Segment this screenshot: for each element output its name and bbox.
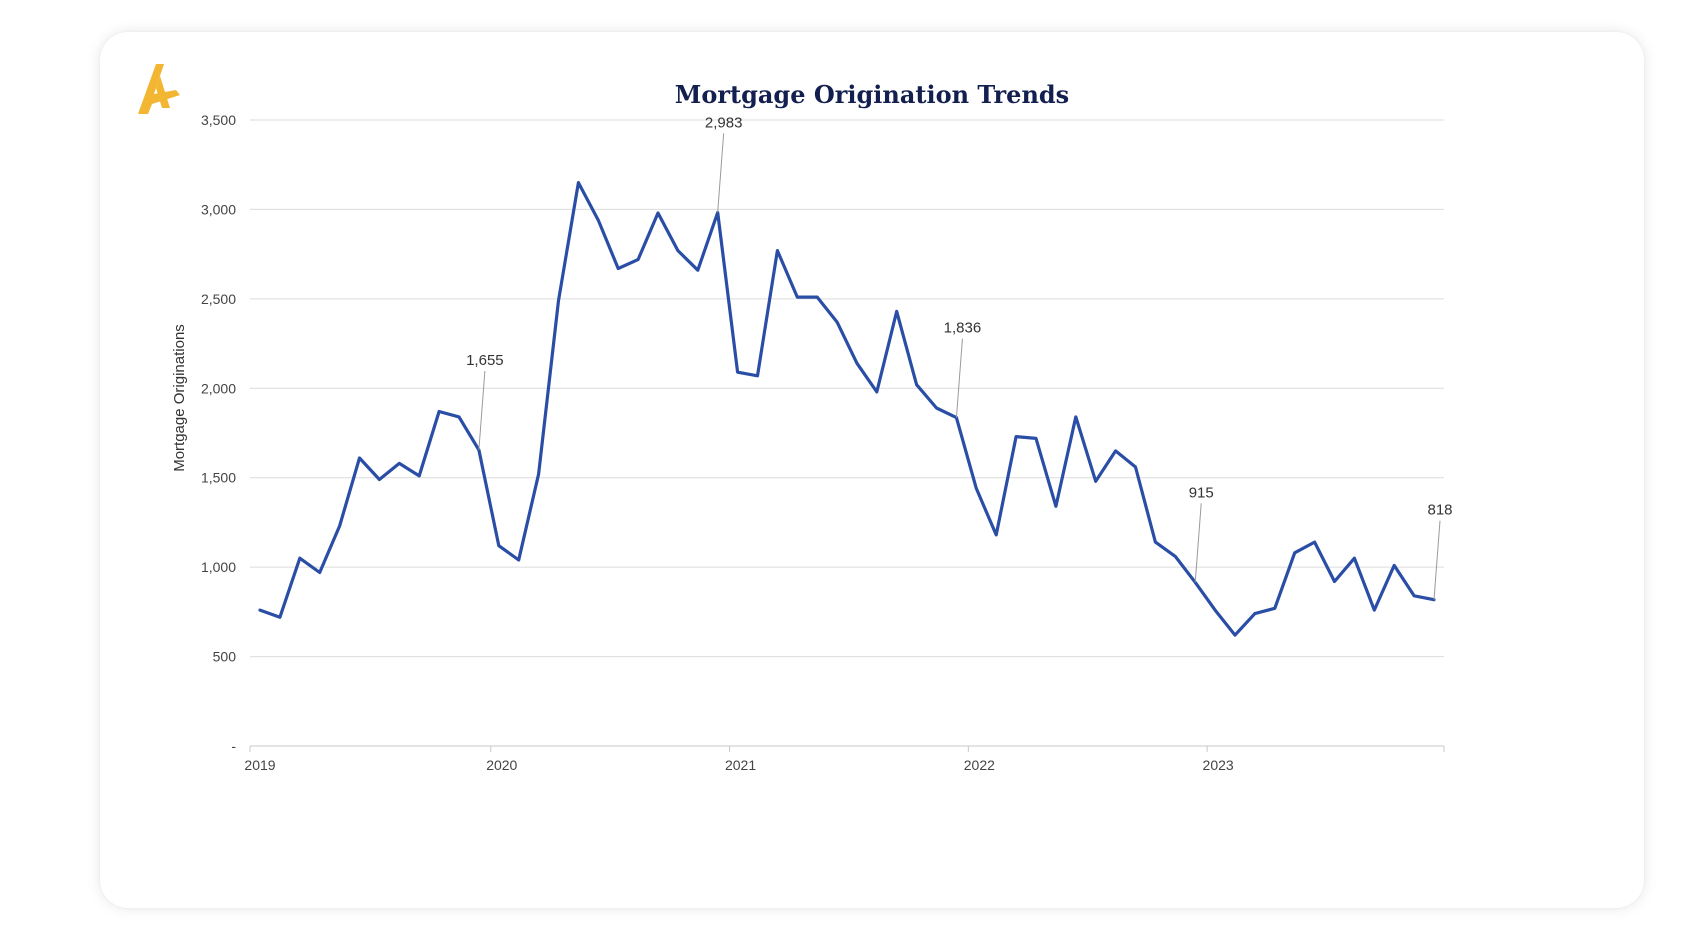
data-point	[1054, 505, 1057, 508]
data-point	[835, 321, 838, 324]
data-point	[457, 415, 460, 418]
data-point	[1074, 415, 1077, 418]
gold-a-logo-icon	[138, 64, 180, 114]
data-point	[915, 383, 918, 386]
data-point	[995, 533, 998, 536]
data-point	[676, 249, 679, 252]
data-point	[1413, 594, 1416, 597]
data-point	[1373, 608, 1376, 611]
data-point	[278, 616, 281, 619]
data-point	[855, 362, 858, 365]
x-tick-label: 2022	[964, 757, 995, 773]
data-point	[437, 410, 440, 413]
data-point	[1253, 612, 1256, 615]
line-chart: - 500 1,000 1,500 2,000 2,500 3,000 3,500 2019 20…	[171, 112, 1453, 773]
data-point	[378, 478, 381, 481]
data-point	[796, 295, 799, 298]
y-tick-label: 1,000	[201, 559, 236, 575]
annotation-leader	[717, 133, 725, 213]
y-tick-label: 2,500	[201, 291, 236, 307]
annotation-label: 1,655	[466, 352, 504, 369]
chart-card: Mortgage Origination Trends - 500 1,000 1,5…	[100, 32, 1644, 908]
data-point	[1233, 634, 1236, 637]
y-tick-label: 2,000	[201, 380, 236, 396]
data-point	[875, 390, 878, 393]
data-point	[1273, 607, 1276, 610]
y-tick-label: 3,500	[201, 112, 236, 128]
data-point	[1134, 465, 1137, 468]
annotation-leader	[478, 370, 486, 451]
chart-title: Mortgage Origination Trends	[674, 80, 1070, 109]
x-tick-label: 2021	[725, 757, 756, 773]
data-point	[557, 299, 560, 302]
data-point	[358, 456, 361, 459]
data-point	[418, 474, 421, 477]
data-point	[597, 219, 600, 222]
data-point	[338, 524, 341, 527]
annotation-label: 1,836	[944, 320, 982, 337]
data-point	[577, 181, 580, 184]
annotation-leader	[1433, 520, 1441, 600]
x-tick-label: 2019	[244, 757, 275, 773]
x-tick-label: 2023	[1203, 757, 1234, 773]
data-point	[1094, 480, 1097, 483]
data-point	[1353, 557, 1356, 560]
data-point	[1174, 555, 1177, 558]
data-point	[636, 258, 639, 261]
annotation-leader	[1194, 503, 1202, 583]
data-point	[517, 558, 520, 561]
data-point	[258, 608, 261, 611]
data-point	[935, 406, 938, 409]
data-point	[1293, 551, 1296, 554]
y-axis-title: Mortgage Originations	[171, 324, 188, 472]
annotation-leader	[955, 338, 963, 418]
data-point	[1313, 541, 1316, 544]
data-point	[975, 487, 978, 490]
series-line	[258, 181, 1436, 637]
annotation-label: 2,983	[705, 114, 743, 131]
data-point	[1034, 437, 1037, 440]
y-tick-label: 3,000	[201, 201, 236, 217]
y-tick-label: 500	[213, 649, 237, 665]
data-point	[756, 374, 759, 377]
annotation-label: 915	[1189, 484, 1214, 501]
data-point	[298, 557, 301, 560]
data-point	[1214, 608, 1217, 611]
data-point	[1333, 580, 1336, 583]
data-point	[696, 269, 699, 272]
data-point	[617, 267, 620, 270]
x-tick-label: 2020	[486, 757, 517, 773]
data-point	[398, 462, 401, 465]
data-point	[497, 544, 500, 547]
data-point	[318, 571, 321, 574]
data-point	[656, 211, 659, 214]
y-tick-label: 1,500	[201, 470, 236, 486]
annotation-label: 818	[1427, 502, 1452, 519]
data-point	[1114, 449, 1117, 452]
data-point	[1393, 564, 1396, 567]
data-point	[816, 295, 819, 298]
y-tick-label: -	[231, 738, 236, 754]
data-point	[736, 371, 739, 374]
data-point	[1154, 541, 1157, 544]
data-point	[895, 310, 898, 313]
data-point	[537, 473, 540, 476]
data-point	[776, 249, 779, 252]
data-point	[1015, 435, 1018, 438]
